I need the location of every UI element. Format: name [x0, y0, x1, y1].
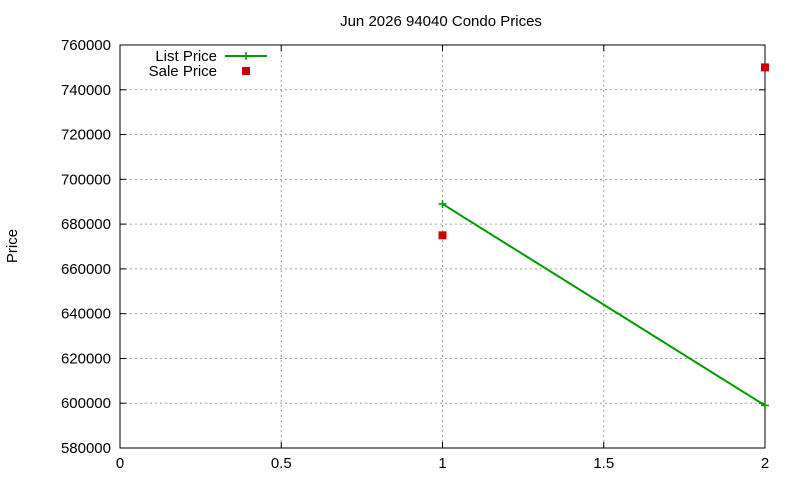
y-tick-label: 620000 — [61, 350, 111, 367]
y-axis-label: Price — [4, 229, 21, 263]
y-tick-label: 720000 — [61, 127, 111, 144]
plot-frame — [119, 44, 766, 449]
list-price-point — [761, 401, 769, 410]
series — [438, 63, 769, 410]
grid — [120, 45, 765, 448]
y-tick-label: 600000 — [61, 395, 111, 412]
x-tick-label: 0 — [116, 455, 124, 472]
y-tick-label: 760000 — [61, 37, 111, 54]
x-tick-label: 1.5 — [593, 455, 614, 472]
legend-label-sale-price: Sale Price — [149, 63, 217, 80]
x-tick-label: 1 — [438, 455, 446, 472]
sale-price-point — [761, 63, 769, 72]
list-price-line — [441, 203, 766, 407]
y-tick-label: 740000 — [61, 82, 111, 99]
list-price-point — [438, 199, 447, 208]
legend-marker-list-price — [242, 52, 250, 60]
x-tick-label: 0.5 — [271, 455, 292, 472]
y-tick-label: 680000 — [61, 216, 111, 233]
y-tick-label: 700000 — [61, 171, 111, 188]
x-tick-label: 2 — [761, 455, 769, 472]
legend-label-list-price: List Price — [155, 48, 217, 65]
axis-ticks: 580000 600000 620000 640000 660000 680000 7000… — [61, 37, 769, 472]
sale-price-point — [438, 231, 447, 240]
y-tick-label: 660000 — [61, 261, 111, 278]
y-tick-label: 640000 — [61, 306, 111, 323]
chart-title: Jun 2026 94040 Condo Prices — [340, 13, 542, 30]
legend-swatch-sale-price — [242, 67, 250, 75]
y-tick-label: 580000 — [61, 440, 111, 457]
